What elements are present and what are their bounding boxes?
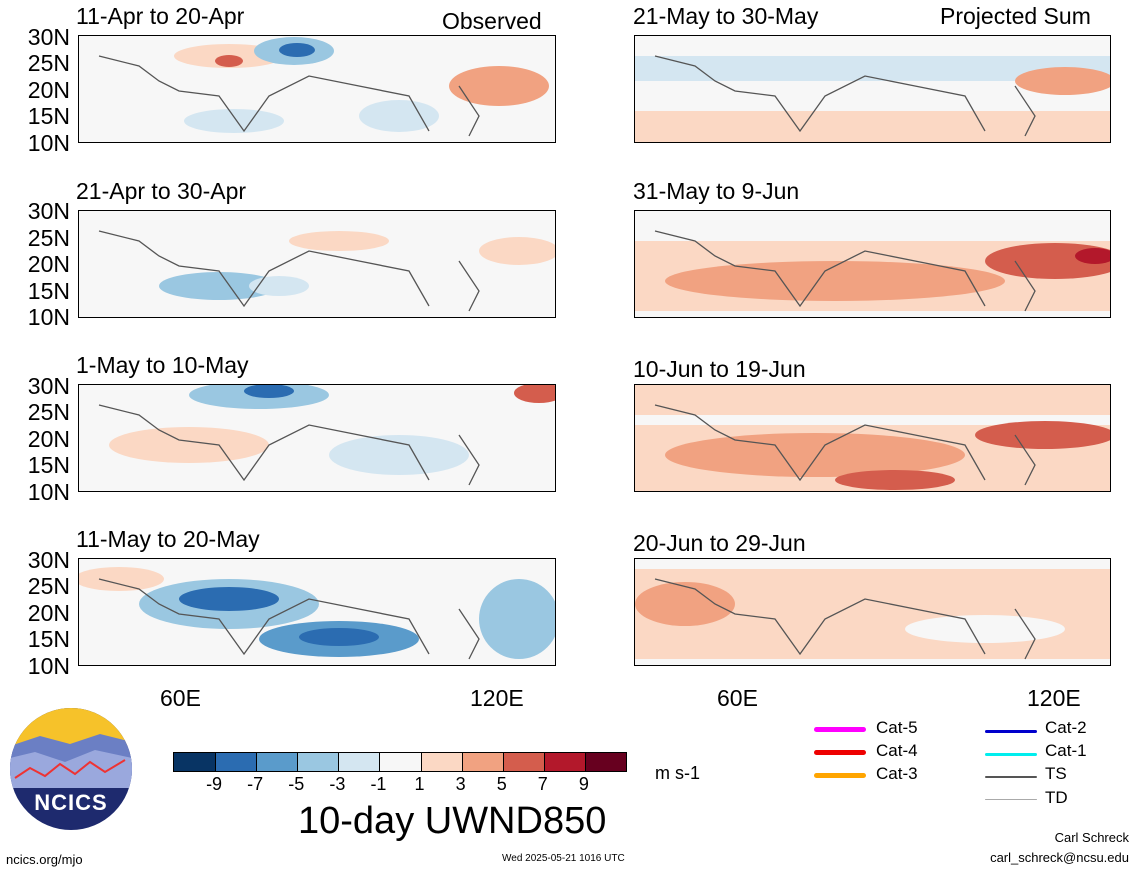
colorbar-label: 7	[537, 774, 548, 794]
colorbar-label: -9	[206, 774, 223, 794]
legend-label: Cat-2	[1045, 718, 1087, 737]
y-tick: 10N	[27, 479, 70, 505]
y-tick: 25N	[27, 399, 70, 425]
y-tick: 20N	[27, 600, 70, 626]
map-anomaly	[634, 384, 1111, 492]
panel-title: 10-Jun to 19-Jun	[633, 356, 806, 382]
footer-link[interactable]: ncics.org/mjo	[6, 852, 83, 867]
panel-title: 11-Apr to 20-Apr	[76, 3, 245, 29]
colorbar-cell	[256, 753, 298, 771]
colorbar-cell	[584, 753, 626, 771]
y-tick: 10N	[27, 304, 70, 330]
colorbar-cell	[502, 753, 544, 771]
y-tick: 15N	[27, 452, 70, 478]
colorbar-label: -3	[329, 774, 346, 794]
legend-swatch-cat3	[814, 773, 866, 778]
colorbar-cell	[297, 753, 339, 771]
logo-text: NCICS	[34, 790, 108, 815]
map-anomaly	[78, 210, 556, 318]
legend-swatch-ts	[985, 776, 1037, 778]
y-tick: 30N	[27, 24, 70, 50]
legend-label: Cat-4	[876, 741, 918, 760]
legend-swatch-cat1	[985, 753, 1037, 756]
legend-label: Cat-5	[876, 718, 918, 737]
x-tick: 120E	[470, 685, 524, 711]
colorbar-cell	[379, 753, 421, 771]
colorbar-cell	[215, 753, 257, 771]
y-tick: 25N	[27, 50, 70, 76]
legend-swatch-cat4	[814, 750, 866, 755]
colorbar-label: -5	[288, 774, 305, 794]
y-tick: 20N	[27, 426, 70, 452]
colorbar-cell	[461, 753, 503, 771]
legend-swatch-cat2	[985, 730, 1037, 733]
panel-title: 31-May to 9-Jun	[633, 178, 800, 204]
footer-email[interactable]: carl_schreck@ncsu.edu	[990, 850, 1129, 865]
ncics-logo: NCICS	[10, 708, 132, 830]
colorbar-labels: -9 -7 -5 -3 -1 1 3 5 7 9	[173, 774, 625, 796]
legend-swatch-cat5	[814, 727, 866, 732]
map-anomaly	[634, 35, 1111, 143]
colorbar-units: m s-1	[655, 763, 700, 783]
logo-graphic	[10, 708, 132, 788]
panel-title: 20-Jun to 29-Jun	[633, 530, 806, 556]
colorbar-cell	[174, 753, 216, 771]
colorbar-cells	[174, 753, 626, 771]
colorbar-label: 1	[414, 774, 425, 794]
colorbar-label: 3	[455, 774, 466, 794]
legend-label: Cat-3	[876, 764, 918, 783]
map-anomaly	[78, 384, 556, 492]
legend-swatch-td	[985, 799, 1037, 800]
colorbar	[173, 752, 627, 772]
y-tick: 30N	[27, 547, 70, 573]
legend-label: Cat-1	[1045, 741, 1087, 760]
colorbar-label: 5	[496, 774, 507, 794]
panel-title: 1-May to 10-May	[76, 352, 249, 378]
panel-title: 21-May to 30-May	[633, 3, 819, 29]
x-tick: 60E	[717, 685, 758, 711]
footer-author: Carl Schreck	[1054, 830, 1129, 845]
colorbar-cell	[338, 753, 380, 771]
chart-title: 10-day UWND850	[298, 800, 607, 842]
panel-title: 21-Apr to 30-Apr	[76, 178, 247, 204]
panel-tag: Projected Sum	[940, 3, 1091, 29]
panel-tag: Observed	[442, 8, 542, 34]
map-anomaly	[78, 558, 556, 666]
colorbar-cell	[543, 753, 585, 771]
y-tick: 25N	[27, 225, 70, 251]
colorbar-label: -7	[247, 774, 264, 794]
panel-title: 11-May to 20-May	[76, 526, 260, 552]
y-tick: 10N	[27, 653, 70, 679]
y-tick: 10N	[27, 130, 70, 156]
y-tick: 30N	[27, 198, 70, 224]
y-tick: 15N	[27, 278, 70, 304]
colorbar-label: -1	[370, 774, 387, 794]
x-tick: 120E	[1027, 685, 1081, 711]
colorbar-label: 9	[578, 774, 589, 794]
y-tick: 30N	[27, 373, 70, 399]
y-tick: 20N	[27, 77, 70, 103]
map-anomaly	[634, 558, 1111, 666]
legend-label: TD	[1045, 788, 1068, 807]
colorbar-cell	[420, 753, 462, 771]
y-tick: 15N	[27, 626, 70, 652]
legend-label: TS	[1045, 764, 1067, 783]
y-tick: 15N	[27, 103, 70, 129]
footer-timestamp: Wed 2025-05-21 1016 UTC	[502, 853, 625, 864]
y-tick: 20N	[27, 251, 70, 277]
x-tick: 60E	[160, 685, 201, 711]
map-anomaly	[634, 210, 1111, 318]
map-anomaly	[78, 35, 556, 143]
y-tick: 25N	[27, 573, 70, 599]
